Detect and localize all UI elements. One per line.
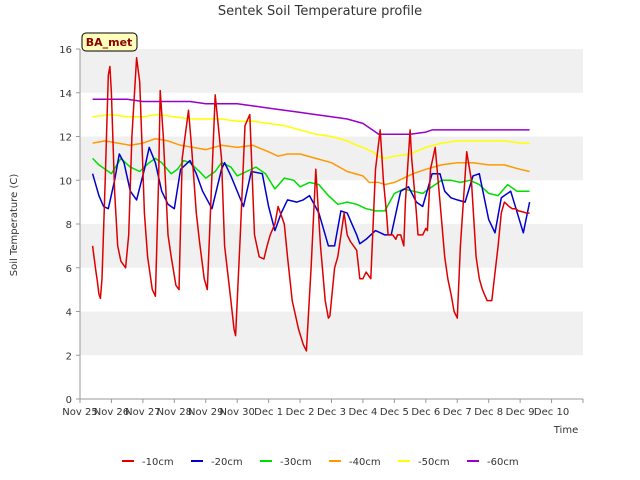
y-tick-label: 14 [59,89,72,100]
y-tick-label: 12 [59,133,72,144]
chart-title: Sentek Soil Temperature profile [218,4,422,19]
x-tick-label: Dec 6 [411,407,440,418]
y-tick-label: 0 [66,395,72,406]
x-axis-label: Time [553,425,578,436]
legend-label: -50cm [418,457,450,468]
x-tick-label: Dec 2 [286,407,315,418]
x-tick-label: Nov 27 [125,407,160,418]
series-line-30cm [92,157,530,212]
grid-band [80,311,583,356]
station-label-box: BA_met [81,32,138,52]
series-line-50cm [92,113,530,160]
y-tick-label: 16 [59,45,72,56]
series-line-60cm [92,98,530,136]
x-tick-label: Dec 7 [443,407,472,418]
x-tick-label: Nov 28 [157,407,192,418]
x-tick-label: Nov 30 [219,407,254,418]
legend: -10cm -20cm -30cm -40cm -50cm -60cm [122,457,519,468]
grid-band [80,49,583,93]
y-tick-label: 4 [66,308,72,319]
x-tick-label: Dec 9 [506,407,535,418]
series-line-10cm [91,57,530,352]
grid-band [80,355,583,399]
series-layer [91,57,531,352]
y-tick-label: 6 [66,264,72,275]
y-axis-label: Soil Temperature (C) [9,174,20,277]
station-label: BA_met [86,36,133,49]
grid-band [80,180,583,224]
legend-label: -10cm [142,457,174,468]
x-tick-label: Nov 29 [188,407,223,418]
series-line-20cm [91,146,531,247]
x-tick-label: Dec 5 [380,407,409,418]
y-tick-label: 2 [66,351,72,362]
x-tick-label: Dec 8 [474,407,503,418]
x-tick-label: Dec 10 [534,407,569,418]
legend-label: -60cm [487,457,519,468]
legend-label: -40cm [349,457,381,468]
x-tick-label: Dec 1 [254,407,283,418]
legend-label: -30cm [280,457,312,468]
y-tick-label: 8 [66,220,72,231]
x-tick-label: Nov 26 [94,407,129,418]
legend-label: -20cm [211,457,243,468]
y-tick-label: 10 [59,176,72,187]
x-tick-label: Nov 25 [62,407,97,418]
x-tick-label: Dec 4 [348,407,377,418]
x-tick-label: Dec 3 [317,407,346,418]
